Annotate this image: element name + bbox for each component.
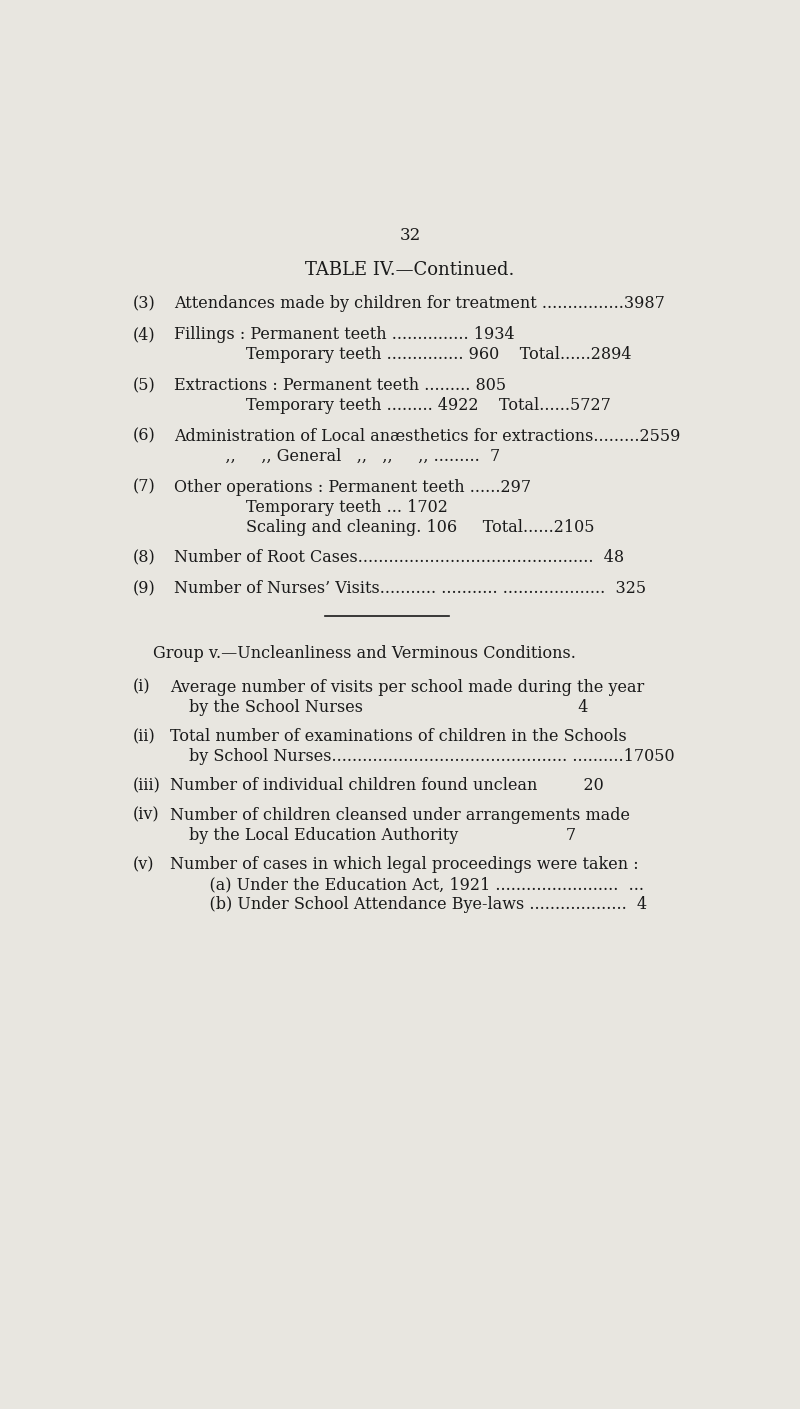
- Text: (4): (4): [133, 325, 155, 344]
- Text: Total number of examinations of children in the Schools: Total number of examinations of children…: [170, 728, 626, 745]
- Text: Other operations : Permanent teeth ......297: Other operations : Permanent teeth .....…: [174, 479, 530, 496]
- Text: Temporary teeth ......... 4922    Total......5727: Temporary teeth ......... 4922 Total....…: [205, 397, 610, 414]
- Text: Average number of visits per school made during the year: Average number of visits per school made…: [170, 679, 644, 696]
- Text: Scaling and cleaning. 106     Total......2105: Scaling and cleaning. 106 Total......210…: [205, 519, 594, 535]
- Text: (a) Under the Education Act, 1921 ........................  ...: (a) Under the Education Act, 1921 ......…: [189, 876, 644, 893]
- Text: Temporary teeth ............... 960    Total......2894: Temporary teeth ............... 960 Tota…: [205, 347, 631, 364]
- Text: by the Local Education Authority                     7: by the Local Education Authority 7: [189, 827, 576, 844]
- Text: (5): (5): [133, 378, 155, 395]
- Text: TABLE IV.—Continued.: TABLE IV.—Continued.: [306, 262, 514, 279]
- Text: Fillings : Permanent teeth ............... 1934: Fillings : Permanent teeth .............…: [174, 325, 514, 344]
- Text: Temporary teeth ... 1702: Temporary teeth ... 1702: [205, 499, 447, 516]
- Text: Number of Root Cases..............................................  48: Number of Root Cases....................…: [174, 550, 624, 566]
- Text: ,,     ,, General   ,,   ,,     ,, .........  7: ,, ,, General ,, ,, ,, ......... 7: [205, 448, 500, 465]
- Text: (8): (8): [133, 550, 155, 566]
- Text: (b) Under School Attendance Bye-laws ...................  4: (b) Under School Attendance Bye-laws ...…: [189, 896, 647, 913]
- Text: Number of individual children found unclean         20: Number of individual children found uncl…: [170, 778, 603, 795]
- Text: (iii): (iii): [133, 778, 161, 795]
- Text: (7): (7): [133, 479, 155, 496]
- Text: Attendances made by children for treatment ................3987: Attendances made by children for treatme…: [174, 296, 665, 313]
- Text: by the School Nurses                                          4: by the School Nurses 4: [189, 699, 589, 716]
- Text: Number of Nurses’ Visits........... ........... ....................  325: Number of Nurses’ Visits........... ....…: [174, 581, 646, 597]
- Text: (9): (9): [133, 581, 155, 597]
- Text: Number of children cleansed under arrangements made: Number of children cleansed under arrang…: [170, 806, 630, 824]
- Text: by School Nurses.............................................. ..........17050: by School Nurses........................…: [189, 748, 674, 765]
- Text: Number of cases in which legal proceedings were taken :: Number of cases in which legal proceedin…: [170, 855, 638, 874]
- Text: 32: 32: [399, 227, 421, 244]
- Text: (v): (v): [133, 855, 154, 874]
- Text: Administration of Local anæsthetics for extractions.........2559: Administration of Local anæsthetics for …: [174, 428, 680, 445]
- Text: (3): (3): [133, 296, 155, 313]
- Text: Group v.—Uncleanliness and Verminous Conditions.: Group v.—Uncleanliness and Verminous Con…: [153, 645, 575, 662]
- Text: (iv): (iv): [133, 806, 159, 824]
- Text: (ii): (ii): [133, 728, 155, 745]
- Text: (i): (i): [133, 679, 150, 696]
- Text: Extractions : Permanent teeth ......... 805: Extractions : Permanent teeth ......... …: [174, 378, 506, 395]
- Text: (6): (6): [133, 428, 155, 445]
